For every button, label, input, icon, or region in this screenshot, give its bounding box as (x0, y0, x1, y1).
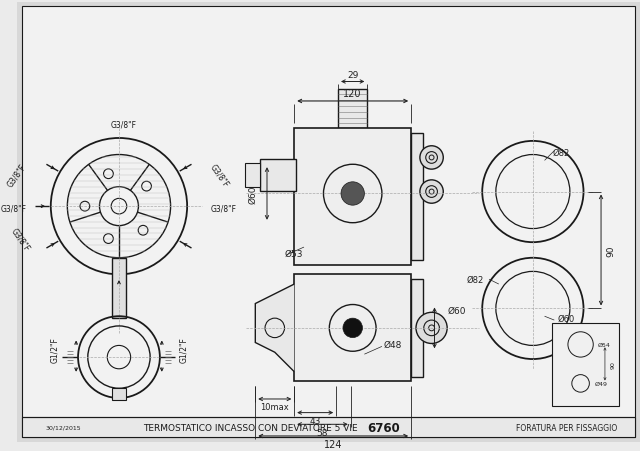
Text: G3/8"F: G3/8"F (209, 162, 231, 189)
Text: 29: 29 (347, 71, 358, 80)
Text: TERMOSTATICO INCASSO CON DEVIATORE 5 VIE: TERMOSTATICO INCASSO CON DEVIATORE 5 VIE (143, 423, 358, 432)
Bar (338, 90, 367, 129)
Text: G3/8"F: G3/8"F (1, 204, 26, 213)
Text: 58: 58 (317, 428, 328, 437)
Text: Ø49: Ø49 (594, 381, 607, 386)
Text: Ø54: Ø54 (598, 342, 611, 347)
Bar (294, 275, 411, 382)
Text: G3/8"F: G3/8"F (111, 120, 137, 129)
Text: G1/2"F: G1/2"F (50, 336, 59, 363)
Text: Ø82: Ø82 (467, 275, 484, 284)
Circle shape (343, 318, 362, 338)
Text: 43: 43 (310, 416, 321, 425)
Text: G3/8"F: G3/8"F (211, 204, 237, 213)
Bar (244, 164, 260, 187)
Text: Ø60: Ø60 (557, 314, 575, 323)
Bar (112, 388, 126, 400)
Text: 90: 90 (606, 245, 615, 256)
Bar (552, 323, 619, 406)
Polygon shape (255, 285, 294, 372)
Bar (112, 258, 126, 318)
Text: Ø53: Ø53 (285, 249, 303, 258)
Bar (294, 129, 411, 265)
Circle shape (341, 182, 364, 206)
Circle shape (416, 313, 447, 344)
Text: 10max: 10max (260, 402, 289, 411)
Text: 6760: 6760 (367, 421, 400, 434)
Text: 90: 90 (610, 360, 615, 368)
Text: Ø82: Ø82 (552, 149, 570, 158)
Text: FORATURA PER FISSAGGIO: FORATURA PER FISSAGGIO (516, 423, 618, 432)
Bar (411, 134, 423, 260)
Bar (260, 160, 296, 191)
Text: G3/8"F: G3/8"F (9, 226, 31, 253)
Text: G3/8"F: G3/8"F (5, 162, 28, 189)
Circle shape (420, 180, 444, 204)
Bar (411, 280, 423, 377)
Text: G1/2"F: G1/2"F (179, 336, 188, 363)
Text: Ø60: Ø60 (249, 185, 258, 203)
Text: 124: 124 (324, 439, 342, 449)
Text: 30/12/2015: 30/12/2015 (46, 425, 81, 430)
Text: Ø48: Ø48 (384, 340, 402, 349)
Circle shape (420, 147, 444, 170)
Text: Ø60: Ø60 (447, 306, 466, 315)
Text: 120: 120 (344, 89, 362, 99)
Bar (22, 418, 635, 437)
